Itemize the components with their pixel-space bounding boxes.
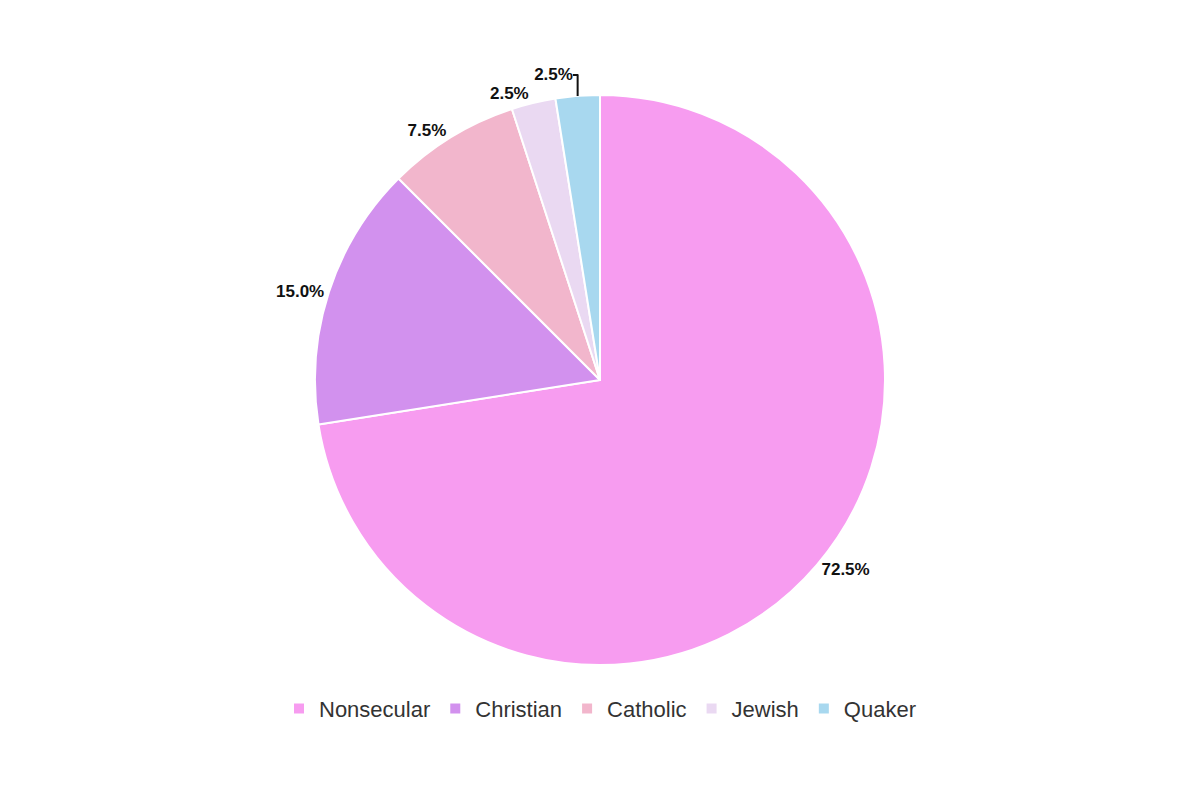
svg-text:2.5%: 2.5% [534, 65, 573, 84]
svg-text:72.5%: 72.5% [821, 560, 869, 579]
svg-text:Catholic: Catholic [607, 697, 686, 722]
svg-text:7.5%: 7.5% [408, 121, 447, 140]
svg-text:2.5%: 2.5% [490, 84, 529, 103]
svg-text:Jewish: Jewish [732, 697, 799, 722]
svg-text:Christian: Christian [475, 697, 562, 722]
svg-text:Nonsecular: Nonsecular [319, 697, 430, 722]
svg-text:Quaker: Quaker [844, 697, 916, 722]
svg-text:15.0%: 15.0% [276, 282, 324, 301]
